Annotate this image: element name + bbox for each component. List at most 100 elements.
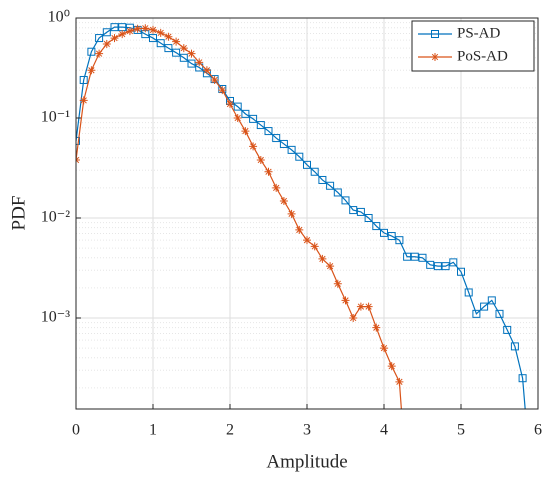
marker (380, 344, 388, 353)
marker (464, 288, 473, 297)
marker (318, 254, 327, 263)
marker (472, 309, 481, 318)
marker (333, 279, 342, 288)
marker (110, 23, 119, 32)
marker (87, 66, 96, 75)
marker (387, 232, 396, 241)
marker (349, 206, 358, 215)
marker (79, 96, 88, 105)
legend-marker (431, 53, 439, 61)
marker (303, 160, 311, 169)
marker (179, 44, 188, 53)
x-tick-label: 6 (534, 422, 542, 439)
marker (480, 302, 489, 311)
marker (349, 313, 358, 322)
marker (326, 262, 335, 271)
marker (318, 175, 327, 184)
marker (249, 142, 258, 151)
marker (102, 39, 111, 48)
marker (226, 100, 234, 109)
marker (256, 156, 265, 165)
legend-label: PS-AD (457, 25, 501, 41)
marker (395, 236, 404, 245)
marker (241, 127, 250, 136)
marker (256, 121, 265, 130)
marker (372, 222, 381, 231)
marker (380, 228, 388, 237)
marker (410, 252, 419, 261)
marker (295, 225, 304, 234)
marker (449, 258, 458, 267)
y-tick-label: 10⁻³ (41, 309, 70, 326)
marker (187, 59, 196, 68)
x-axis-label: Amplitude (266, 451, 347, 472)
marker (287, 209, 296, 218)
marker (518, 374, 527, 383)
x-tick-label: 0 (72, 422, 80, 439)
marker (118, 30, 127, 39)
marker (110, 34, 119, 43)
x-tick-label: 5 (457, 422, 465, 439)
marker (249, 114, 258, 123)
marker (76, 136, 80, 145)
marker (149, 25, 157, 34)
marker (95, 49, 104, 58)
marker (495, 309, 504, 318)
x-tick-label: 1 (149, 422, 157, 439)
marker (179, 53, 188, 62)
legend: PS-AD PoS-AD (411, 20, 535, 72)
marker (341, 196, 350, 205)
marker (233, 113, 242, 122)
x-tick-label: 3 (303, 422, 311, 439)
marker (341, 296, 350, 305)
marker (333, 188, 342, 197)
marker (364, 213, 373, 222)
marker (156, 28, 165, 37)
marker (403, 252, 412, 261)
marker (326, 181, 335, 190)
marker (172, 37, 181, 46)
marker (279, 139, 288, 148)
marker (272, 183, 281, 192)
marker (510, 342, 519, 351)
marker (187, 49, 196, 58)
marker (218, 86, 227, 95)
marker (172, 48, 181, 57)
y-axis-label: PDF (8, 196, 29, 231)
marker (210, 75, 219, 84)
marker (387, 362, 396, 371)
marker (202, 66, 211, 75)
marker (156, 39, 165, 48)
marker (395, 377, 404, 386)
series-line (76, 26, 526, 409)
axes: 0 1 2 3 4 5 6 10⁻³ 10⁻² 10⁻¹ 10⁰ (41, 9, 542, 439)
marker (356, 302, 365, 311)
marker (102, 28, 111, 37)
y-tick-label: 10⁻² (41, 209, 70, 226)
marker (164, 44, 173, 53)
marker (95, 34, 104, 43)
marker (141, 24, 150, 33)
marker (310, 167, 319, 176)
marker (287, 145, 296, 154)
marker (133, 24, 142, 33)
legend-box (411, 20, 535, 72)
marker (164, 32, 173, 41)
y-tick-label: 10⁻¹ (41, 109, 70, 126)
marker (426, 260, 435, 269)
marker (279, 196, 288, 205)
marker (441, 262, 450, 271)
marker (487, 296, 496, 305)
marker (79, 75, 88, 84)
marker (295, 152, 304, 161)
marker (125, 27, 134, 36)
marker (356, 207, 365, 216)
series-layer (76, 23, 527, 409)
marker (87, 47, 96, 56)
marker (241, 109, 250, 118)
marker (264, 167, 273, 176)
marker (503, 325, 512, 334)
legend-label: PoS-AD (457, 48, 508, 64)
marker (310, 242, 319, 251)
